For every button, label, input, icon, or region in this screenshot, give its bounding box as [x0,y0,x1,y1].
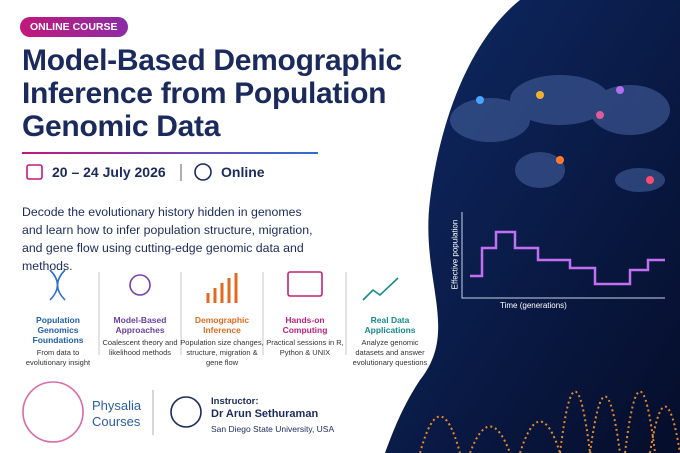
population-dots [476,86,654,184]
feature-text: From data to evolutionary insight [25,348,91,367]
dates: 20 – 24 July 2026 [52,164,166,180]
divider [22,152,318,154]
feature-title: Demographic Inference [194,315,250,335]
description: Decode the evolutionary history hidden i… [22,205,313,273]
feature-title: Population Genomics Foundations [32,315,84,345]
feature: Model-Based Approaches Coalescent theory … [98,315,182,358]
organizer-name: Physalia [92,398,142,413]
feature-title: Model-Based Approaches [113,315,167,335]
chart-axes [461,212,665,299]
organizer-name: Courses [92,414,141,429]
title: Model-Based Demographic Inference from P… [22,44,402,143]
step-line [470,230,665,286]
feature-text: Coalescent theory and likelihood methods [102,338,178,357]
instructor-name: Dr Arun Sethuraman [211,408,319,420]
instructor-affiliation: San Diego State University, USA [211,424,335,434]
page-icons [22,163,399,443]
feature: Population Genomics Foundations From data… [16,315,100,368]
title-line: Model-Based Demographic [22,44,402,77]
feature: Demographic Inference Population size cha… [180,315,264,368]
title-line: Inference from Population [22,77,387,110]
badge: ONLINE COURSE [20,17,128,37]
feature-title: Real Data Applications [364,315,416,335]
feature: Hands-on Computing Practical sessions in … [263,315,347,358]
x-axis-label: Time (generations) [500,301,567,310]
instructor-label: Instructor: [211,396,259,407]
feature-text: Population size changes, structure, migr… [180,338,264,367]
y-axis-label: Effective population [450,219,460,290]
world-map [450,75,670,192]
right-panel [385,0,680,453]
format: Online [221,164,265,180]
feature: Real Data Applications Analyze genomic da… [348,315,432,368]
title-line: Genomic Data [22,110,221,143]
feature-text: Analyze genomic datasets and answer evol… [352,338,428,367]
feature-text: Practical sessions in R, Python & UNIX [266,338,344,357]
feature-title: Hands-on Computing [282,315,328,335]
